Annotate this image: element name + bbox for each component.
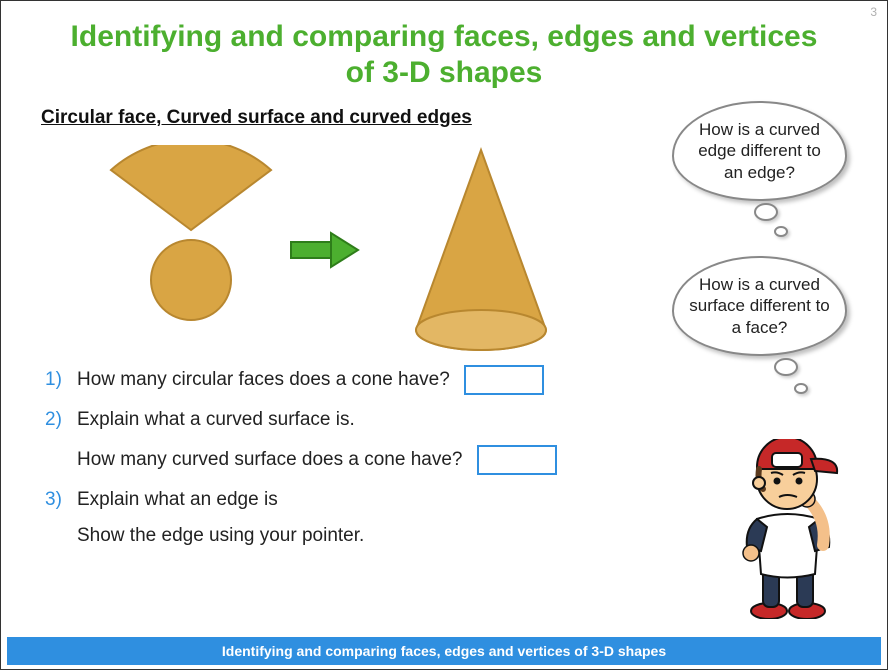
- q2-number: 2): [45, 409, 67, 431]
- cone-3d-shape: [396, 145, 566, 365]
- bubble-1-text: How is a curved edge different to an edg…: [698, 120, 821, 182]
- q3-text: Explain what an edge is: [77, 489, 278, 511]
- arrow-icon: [286, 225, 366, 275]
- bubble-tail: [794, 383, 808, 394]
- thought-bubble-2: How is a curved surface different to a f…: [672, 256, 847, 356]
- answer-box-2[interactable]: [477, 445, 557, 475]
- bubble-2-text: How is a curved surface different to a f…: [689, 275, 830, 337]
- question-1: 1) How many circular faces does a cone h…: [45, 365, 887, 395]
- q1-text: How many circular faces does a cone have…: [77, 369, 450, 391]
- question-2: 2) Explain what a curved surface is.: [45, 409, 887, 431]
- q2-text: Explain what a curved surface is.: [77, 409, 355, 431]
- q3b-text: Show the edge using your pointer.: [77, 525, 364, 547]
- page-title: Identifying and comparing faces, edges a…: [1, 1, 887, 101]
- footer-bar: Identifying and comparing faces, edges a…: [7, 637, 881, 665]
- thinking-boy-character: [727, 439, 857, 619]
- q1-number: 1): [45, 369, 67, 391]
- q3-number: 3): [45, 489, 67, 511]
- answer-box-1[interactable]: [464, 365, 544, 395]
- bubble-tail: [754, 203, 778, 221]
- bubble-tail: [774, 226, 788, 237]
- cone-net-shape: [91, 145, 291, 345]
- q2b-text: How many curved surface does a cone have…: [77, 449, 463, 471]
- thought-bubble-1: How is a curved edge different to an edg…: [672, 101, 847, 201]
- page-number: 3: [870, 5, 877, 19]
- bubble-tail: [774, 358, 798, 376]
